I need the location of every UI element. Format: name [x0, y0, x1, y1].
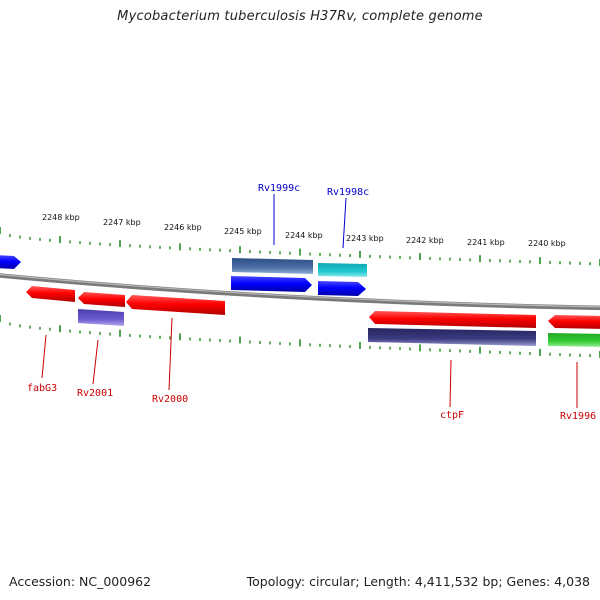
gene-label-rv1999c[interactable]: Rv1999c — [258, 183, 300, 194]
gene-label-rv1996[interactable]: Rv1996 — [560, 411, 596, 422]
kbp-label: 2241 kbp — [467, 238, 505, 247]
lower-tick-track — [0, 315, 600, 358]
gene-feature-rv1998c-cds[interactable] — [318, 263, 367, 277]
gene-feature-rv1998c[interactable] — [318, 281, 366, 296]
kbp-label: 2244 kbp — [285, 231, 323, 240]
gene-feature-rv1999c[interactable] — [231, 276, 312, 292]
kbp-label: 2248 kbp — [42, 213, 80, 222]
genome-backbone-highlight — [0, 273, 600, 308]
gene-label-rv2000[interactable]: Rv2000 — [152, 394, 188, 405]
gene-feature-rv2001[interactable] — [78, 292, 125, 307]
genome-backbone — [0, 273, 600, 311]
gene-feature-reverse[interactable] — [0, 255, 21, 269]
gene-label-ctpf[interactable]: ctpF — [440, 410, 464, 421]
gene-feature-ctpf-cds[interactable] — [368, 328, 536, 346]
kbp-label: 2246 kbp — [164, 223, 202, 232]
leader-line — [342, 197, 347, 249]
leader-line — [92, 339, 99, 385]
kbp-label: 2247 kbp — [103, 218, 141, 227]
gene-label-fabg3[interactable]: fabG3 — [27, 383, 57, 394]
gene-feature-rv2001-cds[interactable] — [78, 309, 124, 326]
gene-feature-rv1996-cds[interactable] — [548, 333, 600, 347]
kbp-label: 2240 kbp — [528, 239, 566, 248]
gene-label-rv2001[interactable]: Rv2001 — [77, 388, 113, 399]
gene-feature-rv1999c-cds[interactable] — [232, 258, 313, 274]
genome-summary-text: Topology: circular; Length: 4,411,532 bp… — [246, 574, 590, 589]
accession-text: Accession: NC_000962 — [9, 574, 152, 589]
kbp-label: 2243 kbp — [346, 234, 384, 243]
kbp-label: 2242 kbp — [406, 236, 444, 245]
gene-feature-rv2000[interactable] — [126, 295, 225, 315]
page-title: Mycobacterium tuberculosis H37Rv, comple… — [117, 9, 483, 24]
gene-label-rv1998c[interactable]: Rv1998c — [327, 187, 369, 198]
kbp-label: 2245 kbp — [224, 227, 262, 236]
leader-line — [168, 317, 173, 391]
gene-feature-rv1996[interactable] — [548, 315, 600, 329]
gene-feature-fabg3[interactable] — [26, 286, 75, 302]
upper-tick-track — [0, 227, 600, 266]
leader-line — [41, 334, 47, 379]
leader-line — [449, 359, 452, 408]
gene-feature-ctpf[interactable] — [369, 311, 536, 328]
